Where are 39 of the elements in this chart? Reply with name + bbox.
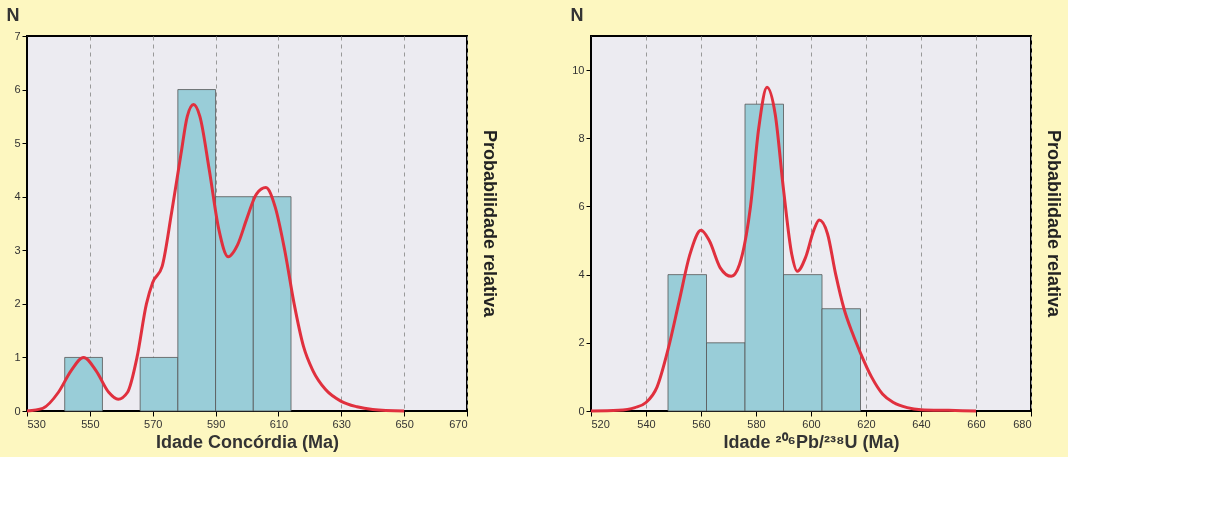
x-axis-title: Idade ²⁰⁶Pb/²³⁸U (Ma) [723,431,900,452]
y-tick-label: 3 [14,243,21,256]
x-tick-label: 610 [269,417,289,430]
x-tick-label: 520 [591,417,610,430]
x-tick-label: 620 [857,417,876,430]
y-tick-label: 6 [14,83,21,96]
x-tick-label: 540 [637,417,656,430]
x-tick-label: 670 [449,417,468,430]
x-tick-label: 680 [1013,417,1032,430]
x-tick-label: 660 [967,417,986,430]
x-tick-label: 530 [27,417,46,430]
y-tick-label: 4 [578,268,585,281]
y-tick-label: 1 [14,350,21,363]
y-axis-title: N [570,4,584,25]
y-tick-label: 0 [14,404,21,417]
y-tick-label: 6 [578,199,585,212]
x-tick-label: 640 [912,417,931,430]
x-tick-label: 550 [81,417,100,430]
y-tick-label: 10 [572,63,585,76]
x-tick-label: 590 [206,417,226,430]
x-axis-title: Idade Concórdia (Ma) [155,431,340,452]
y2-axis-title: Probabilidade relativa [1044,129,1064,319]
x-tick-label: 630 [332,417,351,430]
y-tick-label: 2 [578,336,585,349]
y-tick-label: 2 [14,297,21,310]
line-series [25,103,406,413]
x-tick-label: 570 [144,417,163,430]
y-tick-label: 5 [14,136,21,149]
line-series [589,85,978,413]
y2-axis-title: Probabilidade relativa [480,129,500,319]
y-tick-label: 7 [14,29,21,42]
y-tick-label: 4 [14,190,21,203]
y-axis-title: N [6,4,20,25]
y-tick-label: 0 [578,404,585,417]
x-tick-label: 560 [692,417,711,430]
x-tick-label: 580 [747,417,766,430]
x-tick-label: 650 [395,417,414,430]
y-tick-label: 8 [578,131,585,144]
x-tick-label: 600 [802,417,821,430]
